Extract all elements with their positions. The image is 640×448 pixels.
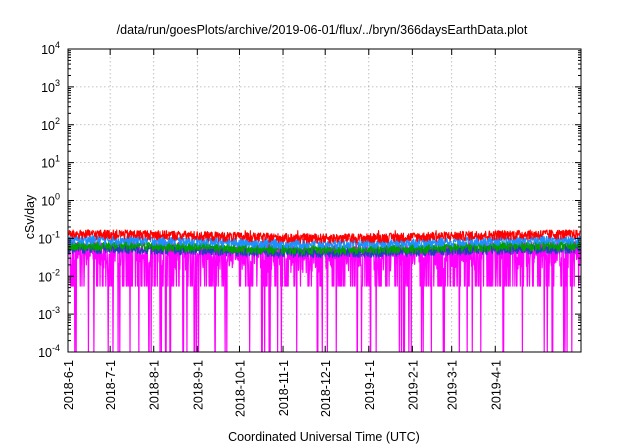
x-tick-label: 2018-11-1 <box>277 360 291 416</box>
y-tick-label: 101 <box>41 154 60 171</box>
series-group <box>68 229 581 244</box>
y-tick-label: 10-4 <box>38 343 60 360</box>
y-tick-label: 100 <box>41 192 60 209</box>
y-tick-label: 102 <box>41 116 60 133</box>
series-line <box>68 229 581 244</box>
x-tick-label: 2018-9-1 <box>191 360 205 410</box>
x-tick-label: 2018-8-1 <box>148 360 162 410</box>
x-tick-label: 2018-10-1 <box>233 360 247 417</box>
series-line <box>68 240 581 352</box>
y-axis-label: cSv/day <box>23 194 37 239</box>
x-tick-label: 2019-2-1 <box>406 360 420 410</box>
series-layer <box>68 229 581 352</box>
x-tick-label: 2018-6-1 <box>62 360 76 410</box>
y-tick-label: 10-3 <box>38 305 60 322</box>
x-tick-label: 2018-12-1 <box>319 360 333 417</box>
y-tick-label: 103 <box>41 78 60 95</box>
x-tick-label: 2019-3-1 <box>446 360 460 410</box>
grid-layer <box>68 49 581 352</box>
x-tick-label: 2019-1-1 <box>363 360 377 410</box>
y-tick-label: 104 <box>41 40 60 57</box>
tick-layer: 10-4 10-3 10-2 10-1 100 101 102 103 104 2018-6-1 2… <box>38 40 581 417</box>
x-axis-label: Coordinated Universal Time (UTC) <box>228 430 420 444</box>
y-tick-label: 10-2 <box>38 267 60 284</box>
x-tick-label: 2019-4-1 <box>489 360 503 410</box>
series-group <box>68 240 581 352</box>
y-tick-label: 10-1 <box>38 229 60 246</box>
chart-title: /data/run/goesPlots/archive/2019-06-01/f… <box>117 23 528 37</box>
x-tick-label: 2018-7-1 <box>104 360 118 410</box>
